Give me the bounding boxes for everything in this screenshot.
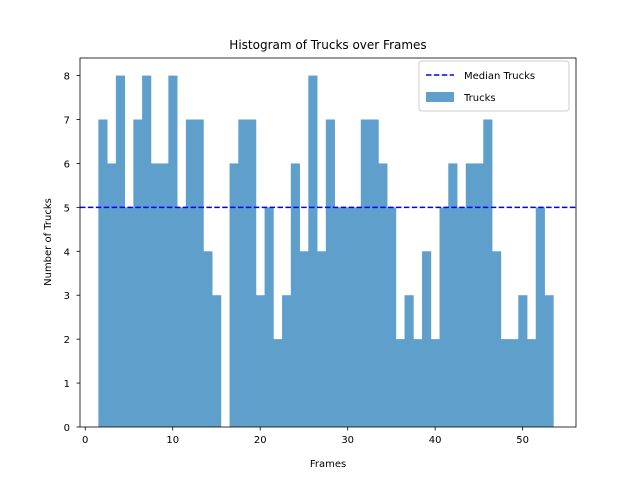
- bar-frame-24: [290, 163, 300, 427]
- bar-frame-36: [395, 339, 405, 427]
- bar-frame-44: [465, 163, 475, 427]
- bar-frame-31: [352, 207, 362, 427]
- y-tick-label: 1: [64, 379, 70, 390]
- y-tick-label: 7: [64, 116, 70, 127]
- bar-frame-18: [238, 119, 248, 427]
- y-tick-label: 3: [64, 291, 70, 302]
- bar-frame-3: [107, 163, 117, 427]
- x-tick-label: 30: [341, 435, 354, 446]
- y-tick-label: 0: [64, 423, 70, 434]
- y-tick-label: 6: [64, 159, 70, 170]
- x-tick-label: 20: [254, 435, 267, 446]
- bar-frame-28: [325, 119, 335, 427]
- y-tick-label: 8: [64, 72, 70, 83]
- bar-frame-40: [430, 339, 440, 427]
- bar-frame-25: [299, 251, 309, 427]
- y-axis-label: Number of Trucks: [43, 198, 54, 286]
- bar-frame-52: [535, 207, 545, 427]
- bar-frame-33: [369, 119, 379, 427]
- x-tick-label: 10: [166, 435, 179, 446]
- bar-frame-6: [133, 119, 143, 427]
- chart-title: Histogram of Trucks over Frames: [229, 38, 426, 52]
- bar-frame-48: [500, 339, 510, 427]
- bar-frame-42: [448, 163, 458, 427]
- bar-frame-21: [264, 207, 274, 427]
- legend-box: [418, 60, 570, 112]
- bar-frame-32: [360, 119, 370, 427]
- bar-frame-49: [509, 339, 519, 427]
- bar-frame-12: [185, 119, 195, 427]
- bar-frame-30: [343, 207, 353, 427]
- bar-frame-37: [404, 295, 414, 427]
- bar-frame-53: [544, 295, 554, 427]
- bar-frame-10: [168, 75, 178, 428]
- bar-frame-2: [98, 119, 108, 427]
- bar-frame-9: [159, 163, 169, 427]
- x-tick-label: 40: [429, 435, 442, 446]
- legend: Median Trucks Trucks: [418, 60, 570, 112]
- y-tick-label: 5: [64, 203, 70, 214]
- bar-frame-29: [334, 207, 344, 427]
- bar-frame-43: [457, 207, 467, 427]
- bar-frame-7: [142, 75, 152, 428]
- bar-frame-13: [194, 119, 204, 427]
- bar-frame-17: [229, 163, 239, 427]
- y-tick-label: 2: [64, 335, 70, 346]
- bar-frame-27: [317, 251, 327, 427]
- bar-frame-11: [177, 207, 187, 427]
- bar-frame-5: [124, 207, 134, 427]
- bar-frame-20: [255, 295, 265, 427]
- bar-frame-46: [483, 119, 493, 427]
- bar-frame-38: [413, 339, 423, 427]
- bar-frame-34: [378, 163, 388, 427]
- y-tick-label: 4: [64, 247, 70, 258]
- bar-frame-22: [273, 339, 283, 427]
- bar-frame-23: [282, 295, 292, 427]
- bar-frame-50: [518, 295, 528, 427]
- bar-frame-47: [492, 251, 502, 427]
- bar-frame-51: [527, 339, 537, 427]
- bar-frame-15: [212, 295, 222, 427]
- x-tick-label: 50: [516, 435, 529, 446]
- axes-group: 0 10 20 30 40 50 0 1 2 3 4 5 6 7 8: [64, 57, 577, 446]
- plot-frame: [79, 57, 577, 428]
- bar-frame-39: [422, 251, 432, 427]
- bars-group: [98, 75, 554, 428]
- bar-frame-45: [474, 163, 484, 427]
- bar-frame-19: [247, 119, 257, 427]
- bar-frame-8: [150, 163, 161, 427]
- legend-label-median: Median Trucks: [464, 71, 535, 82]
- bar-frame-26: [308, 75, 318, 428]
- bar-frame-35: [387, 207, 397, 427]
- legend-label-trucks: Trucks: [463, 93, 496, 104]
- bar-frame-14: [203, 251, 213, 427]
- legend-trucks-swatch: [426, 92, 454, 102]
- x-tick-label: 0: [82, 435, 88, 446]
- x-axis-label: Frames: [310, 459, 346, 470]
- bar-frame-4: [115, 75, 126, 428]
- bar-frame-41: [439, 207, 449, 427]
